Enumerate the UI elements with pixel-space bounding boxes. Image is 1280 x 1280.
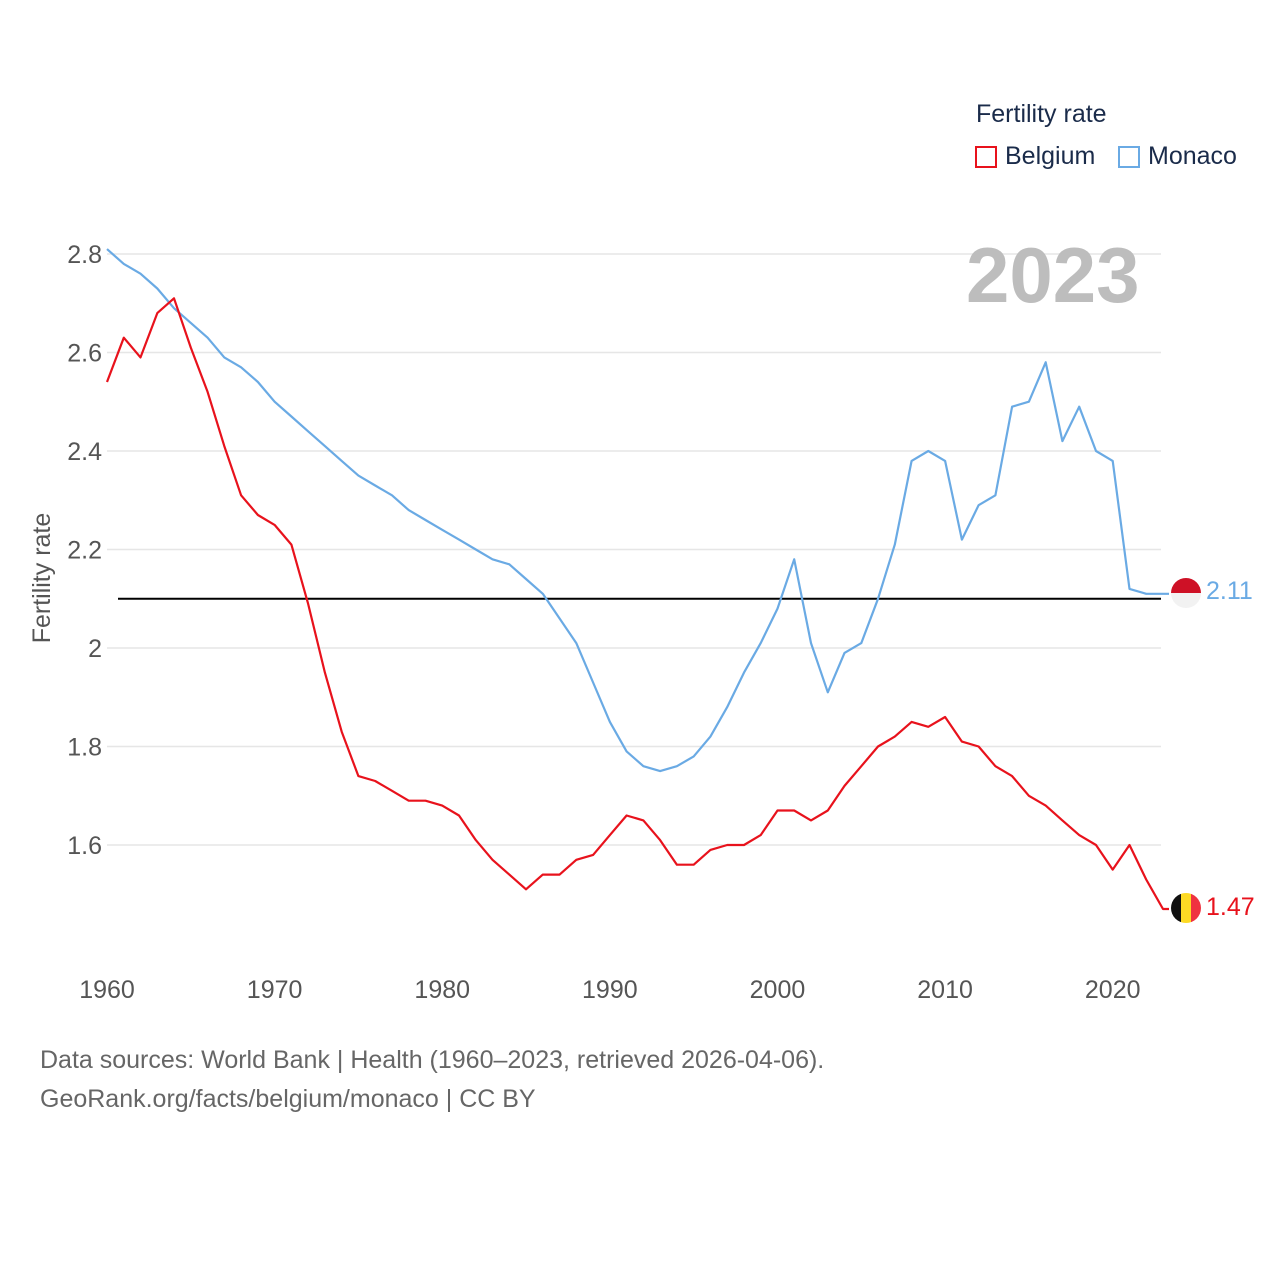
series-lines (105, 248, 1169, 911)
legend-label-monaco: Monaco (1148, 142, 1237, 170)
monaco-end-value: 2.11 (1206, 577, 1253, 605)
belgium-end-value: 1.47 (1206, 893, 1255, 921)
legend-item-belgium[interactable]: Belgium (975, 142, 1095, 171)
x-tick-label: 1980 (414, 976, 470, 1004)
y-tick-label: 2 (88, 635, 102, 663)
series-line-belgium (105, 297, 1169, 911)
x-tick-label: 1970 (247, 976, 303, 1004)
y-tick-label: 1.8 (67, 734, 102, 762)
series-line-monaco (106, 248, 1169, 773)
y-tick-label: 2.8 (67, 241, 102, 269)
x-tick-label: 1990 (582, 976, 638, 1004)
legend-swatch-belgium (975, 145, 997, 168)
y-axis-label: Fertility rate (28, 513, 56, 644)
footer-link[interactable]: GeoRank.org/facts/belgium/monaco | CC BY (40, 1085, 536, 1113)
x-tick-labels: 1960 1970 1980 1990 2000 2010 2020 (79, 976, 1140, 1004)
gridlines (107, 253, 1161, 846)
monaco-flag-icon (1171, 578, 1201, 608)
y-tick-label: 2.4 (67, 438, 102, 466)
y-tick-label: 2.2 (67, 537, 102, 565)
x-tick-label: 1960 (79, 976, 135, 1004)
year-watermark: 2023 (966, 231, 1140, 319)
footer-sources: Data sources: World Bank | Health (1960–… (40, 1046, 825, 1074)
y-tick-label: 2.6 (67, 340, 102, 368)
y-tick-labels: 1.6 1.8 2 2.2 2.4 2.6 2.8 (67, 241, 102, 860)
x-tick-label: 2000 (750, 976, 806, 1004)
x-tick-label: 2020 (1085, 976, 1141, 1004)
belgium-flag-icon (1171, 893, 1201, 923)
y-tick-label: 1.6 (67, 832, 102, 860)
end-markers: 2.11 1.47 (1171, 577, 1255, 923)
legend-label-belgium: Belgium (1005, 142, 1096, 170)
legend-title: Fertility rate (976, 100, 1107, 128)
legend-item-monaco[interactable]: Monaco (1118, 142, 1237, 171)
x-tick-label: 2010 (917, 976, 973, 1004)
legend-swatch-monaco (1118, 145, 1140, 168)
